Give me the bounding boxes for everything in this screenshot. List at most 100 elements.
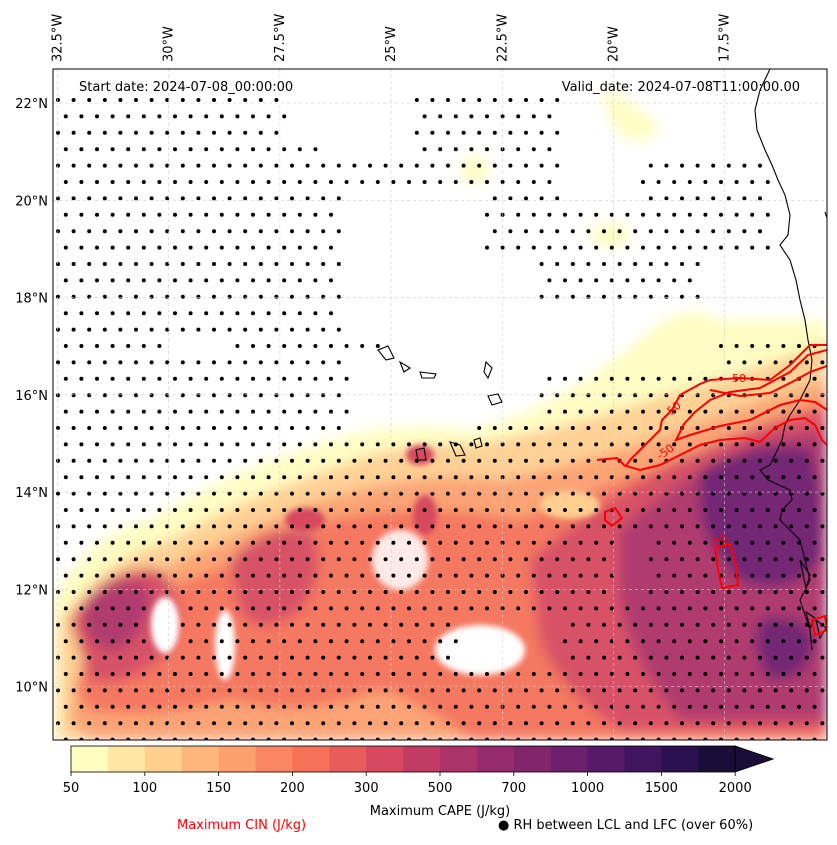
rh-dot bbox=[804, 393, 809, 398]
lon-tick-label: 30°W bbox=[162, 26, 177, 62]
rh-dot bbox=[134, 196, 138, 201]
rh-dot bbox=[126, 344, 131, 348]
rh-dot bbox=[602, 294, 606, 299]
rh-dot bbox=[344, 409, 349, 414]
rh-dot bbox=[789, 721, 794, 726]
rh-dot bbox=[79, 475, 84, 480]
rh-dot bbox=[157, 508, 162, 512]
rh-dot bbox=[63, 442, 68, 447]
rh-dot bbox=[812, 508, 817, 512]
rh-dot bbox=[789, 622, 794, 627]
rh-dot bbox=[555, 196, 560, 201]
rh-dot bbox=[399, 590, 404, 594]
rh-dot bbox=[102, 557, 107, 562]
rh-dot bbox=[305, 393, 310, 398]
rh-dot bbox=[500, 442, 505, 447]
rh-dot bbox=[344, 639, 349, 644]
rh-dot bbox=[617, 688, 622, 693]
rh-dot bbox=[258, 524, 263, 529]
rh-dot bbox=[430, 688, 435, 693]
rh-dot bbox=[313, 737, 318, 740]
rh-dot bbox=[212, 524, 216, 529]
rh-dot bbox=[797, 442, 801, 447]
rh-dot bbox=[391, 606, 396, 611]
rh-dot bbox=[430, 524, 435, 529]
rh-dot bbox=[586, 721, 591, 726]
rh-dot bbox=[282, 672, 287, 676]
rh-dot bbox=[672, 442, 677, 447]
rh-dot bbox=[633, 458, 638, 463]
rh-dot bbox=[703, 606, 708, 611]
rh-dot bbox=[656, 475, 661, 480]
rh-dot bbox=[391, 442, 396, 447]
rh-dot bbox=[313, 409, 318, 414]
rh-dot bbox=[656, 409, 661, 414]
rh-dot bbox=[547, 278, 552, 283]
rh-dot bbox=[773, 557, 778, 562]
rh-dot bbox=[789, 557, 794, 562]
rh-dot bbox=[609, 540, 614, 545]
rh-dot bbox=[71, 688, 76, 693]
rh-dot bbox=[243, 327, 248, 332]
valid-date-label: Valid_date: 2024-07-08T11:00:00.00 bbox=[562, 80, 800, 95]
rh-dot bbox=[344, 704, 349, 709]
rh-dot bbox=[516, 475, 521, 480]
rh-dot bbox=[274, 491, 279, 496]
rh-dot bbox=[555, 590, 560, 594]
rh-dot bbox=[188, 540, 193, 545]
rh-dot bbox=[165, 196, 170, 201]
rh-dot bbox=[687, 475, 692, 480]
rh-dot bbox=[56, 327, 60, 332]
rh-dot bbox=[173, 212, 177, 217]
rh-dot bbox=[461, 458, 466, 463]
rh-dot bbox=[305, 590, 310, 594]
rh-dot bbox=[71, 294, 76, 299]
rh-dot bbox=[422, 573, 427, 578]
rh-dot bbox=[63, 376, 68, 381]
rh-dot bbox=[391, 180, 396, 184]
rh-dot bbox=[258, 721, 263, 726]
rh-dot bbox=[656, 672, 661, 676]
rh-dot bbox=[360, 442, 365, 447]
rh-dot bbox=[329, 573, 333, 578]
rh-dot bbox=[586, 622, 591, 627]
rh-dot bbox=[321, 458, 326, 463]
rh-dot bbox=[134, 524, 138, 529]
rh-dot bbox=[243, 688, 248, 693]
rh-dot bbox=[570, 294, 575, 299]
lat-tick-label: 14°N bbox=[15, 486, 48, 501]
rh-dot bbox=[258, 491, 263, 496]
rh-dot bbox=[56, 262, 60, 266]
rh-dot bbox=[492, 491, 497, 496]
rh-dot bbox=[555, 721, 560, 726]
rh-dot bbox=[141, 180, 146, 184]
rh-dot bbox=[742, 590, 747, 594]
rh-dot bbox=[664, 721, 669, 726]
rh-dot bbox=[282, 475, 287, 480]
rh-dot bbox=[524, 590, 528, 594]
rh-dot bbox=[118, 130, 123, 135]
rh-dot bbox=[797, 639, 801, 644]
rh-dot bbox=[765, 737, 770, 740]
rh-dot bbox=[765, 704, 770, 709]
rh-dot bbox=[282, 245, 287, 250]
rh-dot bbox=[570, 458, 575, 463]
rh-dot bbox=[118, 196, 123, 201]
rh-dot bbox=[235, 475, 240, 480]
rh-dot bbox=[63, 737, 68, 740]
rh-dot bbox=[188, 573, 193, 578]
rh-dot bbox=[648, 688, 653, 693]
rh-dot bbox=[609, 704, 614, 709]
rh-dot bbox=[812, 540, 817, 545]
rh-dot bbox=[219, 737, 224, 740]
rh-dot bbox=[329, 704, 333, 709]
rh-dot bbox=[516, 212, 521, 217]
rh-dot bbox=[500, 180, 505, 184]
rh-dot bbox=[633, 688, 638, 693]
rh-dot bbox=[555, 163, 560, 168]
rh-dot bbox=[56, 688, 60, 693]
rh-dot bbox=[165, 655, 170, 660]
rh-dot bbox=[118, 294, 123, 299]
rh-dot bbox=[352, 163, 357, 168]
rh-dot bbox=[734, 409, 739, 414]
